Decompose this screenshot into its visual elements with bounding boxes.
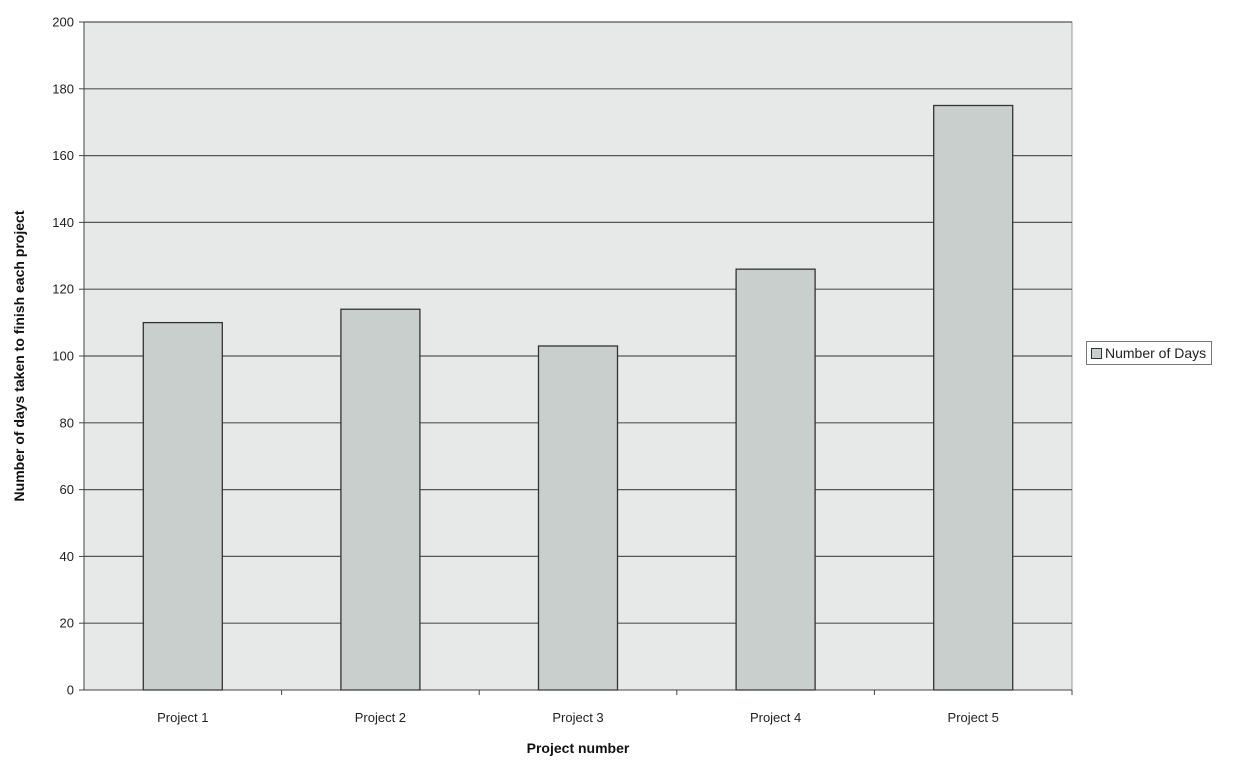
x-axis-ticks: Project 1 Project 2 Project 3 Project 4 Proj… — [157, 690, 1073, 725]
y-tick-label: 40 — [60, 549, 74, 564]
bar — [735, 268, 816, 691]
x-tick-label: Project 5 — [948, 710, 999, 725]
bar — [142, 321, 223, 691]
bar — [340, 308, 421, 691]
y-tick-label: 100 — [52, 349, 74, 364]
x-tick-label: Project 3 — [552, 710, 603, 725]
y-tick-label: 80 — [60, 415, 74, 430]
x-tick-label: Project 1 — [157, 710, 208, 725]
y-tick-label: 60 — [60, 482, 74, 497]
y-tick-label: 120 — [52, 282, 74, 297]
y-tick-label: 20 — [60, 616, 74, 631]
x-axis-title: Project number — [527, 740, 630, 756]
y-tick-label: 180 — [52, 81, 74, 96]
y-tick-label: 160 — [52, 148, 74, 163]
y-tick-label: 200 — [52, 15, 74, 30]
y-axis-ticks: 0 20 40 60 80 100 120 140 160 180 200 — [52, 15, 84, 698]
bar — [537, 345, 619, 691]
y-axis-title: Number of days taken to finish each proj… — [11, 210, 27, 501]
x-tick-label: Project 4 — [750, 710, 801, 725]
legend-swatch — [1091, 347, 1102, 359]
bar — [933, 104, 1014, 691]
legend: Number of Days — [1086, 341, 1213, 365]
y-tick-label: 0 — [67, 683, 74, 698]
y-tick-label: 140 — [52, 215, 74, 230]
gridlines — [84, 21, 1072, 624]
x-tick-label: Project 2 — [355, 710, 406, 725]
legend-label: Number of Days — [1105, 345, 1207, 361]
